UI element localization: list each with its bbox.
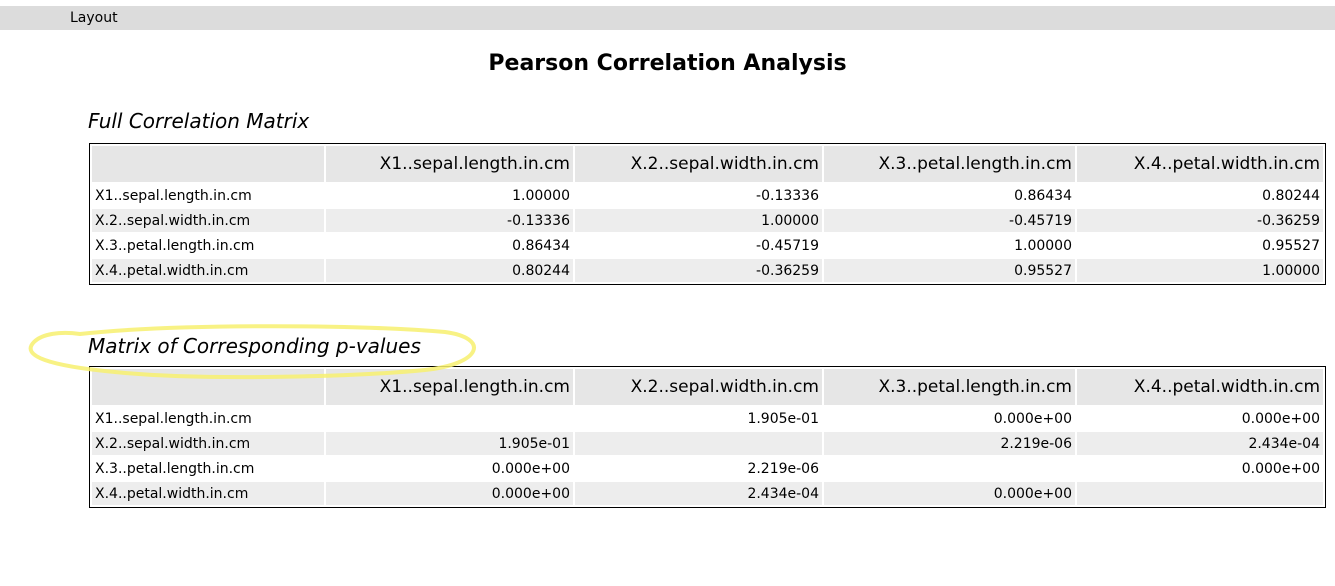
table-cell: 0.000e+00 <box>326 482 573 505</box>
correlation-matrix-table: X1..sepal.length.in.cm X.2..sepal.width.… <box>89 143 1326 285</box>
column-header: X.3..petal.length.in.cm <box>824 369 1075 405</box>
table-cell: 0.95527 <box>824 259 1075 282</box>
table-row: X.4..petal.width.in.cm 0.000e+00 2.434e-… <box>92 482 1323 505</box>
row-label: X.2..sepal.width.in.cm <box>92 209 324 232</box>
table-cell: 2.434e-04 <box>575 482 822 505</box>
column-header: X.2..sepal.width.in.cm <box>575 146 822 182</box>
table-cell: 1.00000 <box>575 209 822 232</box>
table-cell <box>1077 482 1323 505</box>
table-cell: 1.905e-01 <box>575 407 822 430</box>
table-row: X.4..petal.width.in.cm 0.80244 -0.36259 … <box>92 259 1323 282</box>
table-row: X1..sepal.length.in.cm 1.00000 -0.13336 … <box>92 184 1323 207</box>
table-cell: 1.905e-01 <box>326 432 573 455</box>
table-corner-cell <box>92 369 324 405</box>
table-row: X.2..sepal.width.in.cm 1.905e-01 2.219e-… <box>92 432 1323 455</box>
row-label: X.3..petal.length.in.cm <box>92 234 324 257</box>
table-header-row: X1..sepal.length.in.cm X.2..sepal.width.… <box>92 146 1323 182</box>
row-label: X.4..petal.width.in.cm <box>92 482 324 505</box>
table-cell: 0.86434 <box>326 234 573 257</box>
row-label: X.2..sepal.width.in.cm <box>92 432 324 455</box>
table-cell: 2.219e-06 <box>575 457 822 480</box>
column-header: X.4..petal.width.in.cm <box>1077 146 1323 182</box>
table-cell: -0.13336 <box>575 184 822 207</box>
table-cell: 2.434e-04 <box>1077 432 1323 455</box>
table-cell: 0.000e+00 <box>1077 407 1323 430</box>
table-cell: 2.219e-06 <box>824 432 1075 455</box>
table-cell: 0.000e+00 <box>824 482 1075 505</box>
table-row: X1..sepal.length.in.cm 1.905e-01 0.000e+… <box>92 407 1323 430</box>
tab-layout[interactable]: Layout <box>70 10 118 26</box>
row-label: X1..sepal.length.in.cm <box>92 184 324 207</box>
row-label: X.3..petal.length.in.cm <box>92 457 324 480</box>
table-cell: -0.13336 <box>326 209 573 232</box>
pvalue-matrix-title: Matrix of Corresponding p-values <box>88 334 421 358</box>
table-cell <box>824 457 1075 480</box>
page-title: Pearson Correlation Analysis <box>488 51 847 76</box>
table-row: X.3..petal.length.in.cm 0.86434 -0.45719… <box>92 234 1323 257</box>
table-row: X.3..petal.length.in.cm 0.000e+00 2.219e… <box>92 457 1323 480</box>
table-cell <box>326 407 573 430</box>
table-cell: -0.45719 <box>575 234 822 257</box>
pvalue-matrix-table: X1..sepal.length.in.cm X.2..sepal.width.… <box>89 366 1326 508</box>
table-cell: 0.000e+00 <box>1077 457 1323 480</box>
table-header-row: X1..sepal.length.in.cm X.2..sepal.width.… <box>92 369 1323 405</box>
row-label: X1..sepal.length.in.cm <box>92 407 324 430</box>
table-cell: 1.00000 <box>824 234 1075 257</box>
row-label: X.4..petal.width.in.cm <box>92 259 324 282</box>
table-cell: 0.95527 <box>1077 234 1323 257</box>
table-cell: 0.80244 <box>326 259 573 282</box>
column-header: X1..sepal.length.in.cm <box>326 146 573 182</box>
column-header: X.2..sepal.width.in.cm <box>575 369 822 405</box>
table-corner-cell <box>92 146 324 182</box>
table-cell: 0.000e+00 <box>326 457 573 480</box>
column-header: X.3..petal.length.in.cm <box>824 146 1075 182</box>
column-header: X1..sepal.length.in.cm <box>326 369 573 405</box>
table-cell: 1.00000 <box>1077 259 1323 282</box>
table-row: X.2..sepal.width.in.cm -0.13336 1.00000 … <box>92 209 1323 232</box>
column-header: X.4..petal.width.in.cm <box>1077 369 1323 405</box>
top-menu-bar: Layout <box>0 6 1335 30</box>
correlation-matrix-title: Full Correlation Matrix <box>88 109 310 133</box>
table-cell <box>575 432 822 455</box>
table-cell: -0.36259 <box>575 259 822 282</box>
table-cell: 0.000e+00 <box>824 407 1075 430</box>
table-cell: -0.45719 <box>824 209 1075 232</box>
table-cell: 1.00000 <box>326 184 573 207</box>
table-cell: -0.36259 <box>1077 209 1323 232</box>
table-cell: 0.80244 <box>1077 184 1323 207</box>
table-cell: 0.86434 <box>824 184 1075 207</box>
